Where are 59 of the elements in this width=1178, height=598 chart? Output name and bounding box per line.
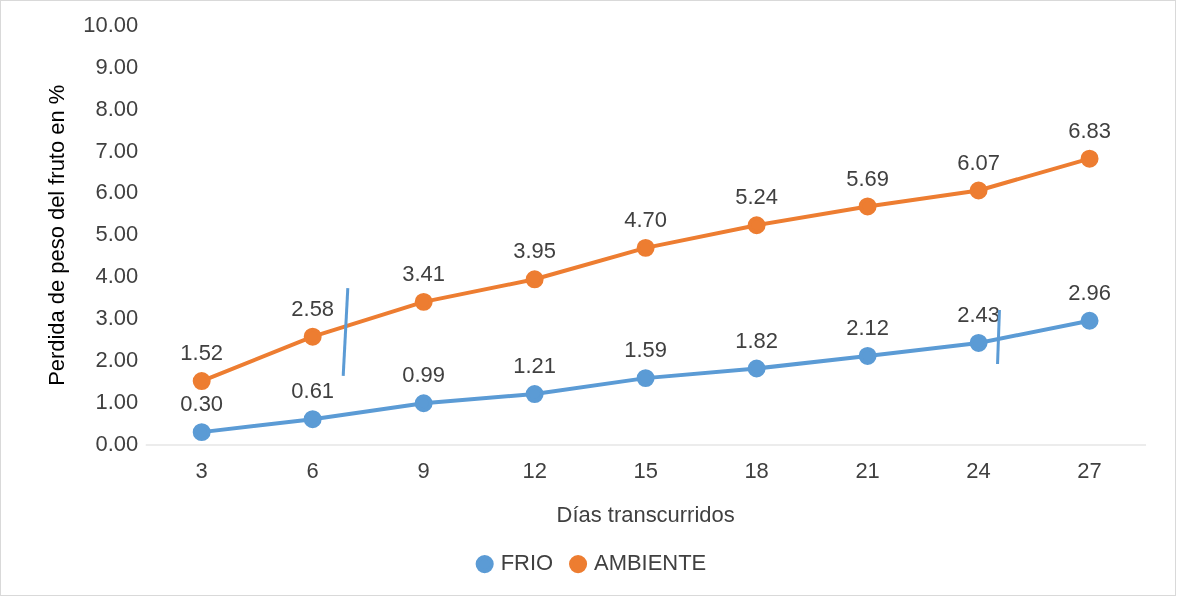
point xyxy=(747,216,766,235)
point xyxy=(414,292,433,311)
legend-label: AMBIENTE xyxy=(594,550,707,576)
point xyxy=(525,270,544,289)
y-tick-label: 5.00 xyxy=(95,221,139,247)
data-label: 1.59 xyxy=(624,337,667,363)
y-axis-title: Perdida de peso del fruto en % xyxy=(44,84,70,386)
y-tick-label: 8.00 xyxy=(95,95,139,121)
x-tick-label: 15 xyxy=(633,457,658,483)
y-tick-label: 6.00 xyxy=(95,179,139,205)
data-label: 2.96 xyxy=(1068,279,1111,305)
y-tick-label: 1.00 xyxy=(95,388,139,414)
x-tick-label: 9 xyxy=(417,457,430,483)
point xyxy=(525,385,544,404)
y-tick-label: 4.00 xyxy=(95,263,139,289)
point xyxy=(636,369,655,388)
x-tick-label: 27 xyxy=(1077,457,1102,483)
x-tick-label: 21 xyxy=(855,457,880,483)
x-tick-label: 3 xyxy=(195,457,208,483)
data-label: 0.30 xyxy=(180,391,224,417)
data-label: 4.70 xyxy=(624,207,667,232)
x-tick-label: 24 xyxy=(966,457,991,483)
x-tick-label: 12 xyxy=(522,457,547,483)
y-tick-label: 9.00 xyxy=(95,53,139,79)
data-label: 3.41 xyxy=(402,261,446,287)
data-label: 6.83 xyxy=(1068,117,1111,143)
y-tick-label: 7.00 xyxy=(95,137,139,163)
data-label: 0.99 xyxy=(402,362,446,388)
x-tick-label: 6 xyxy=(306,457,319,483)
point xyxy=(303,327,322,346)
data-label: 5.24 xyxy=(735,184,778,210)
data-label: 2.12 xyxy=(846,315,889,341)
point xyxy=(636,238,655,257)
point xyxy=(1080,311,1099,330)
point xyxy=(858,197,877,216)
y-tick-label: 2.00 xyxy=(95,347,139,372)
point xyxy=(414,394,433,413)
x-axis-title: Días transcurridos xyxy=(556,502,735,528)
point xyxy=(192,372,211,391)
y-tick-label: 10.00 xyxy=(83,11,139,37)
data-label: 1.82 xyxy=(735,327,778,353)
data-label: 5.69 xyxy=(846,165,889,191)
data-label: 1.21 xyxy=(513,353,557,379)
point xyxy=(747,359,766,378)
data-label: 0.61 xyxy=(291,378,335,404)
point xyxy=(969,181,988,200)
point xyxy=(192,423,211,442)
point xyxy=(303,410,322,429)
point xyxy=(969,333,988,352)
x-tick-label: 18 xyxy=(744,457,769,483)
y-tick-label: 3.00 xyxy=(95,305,139,331)
legend-label: FRIO xyxy=(500,550,554,576)
data-label: 1.52 xyxy=(180,340,224,366)
point xyxy=(858,346,877,365)
point xyxy=(1080,149,1099,168)
data-label: 6.07 xyxy=(957,149,1000,175)
data-label: 2.58 xyxy=(291,295,335,321)
y-tick-label: 0.00 xyxy=(95,430,139,456)
data-label: 3.95 xyxy=(513,238,557,264)
